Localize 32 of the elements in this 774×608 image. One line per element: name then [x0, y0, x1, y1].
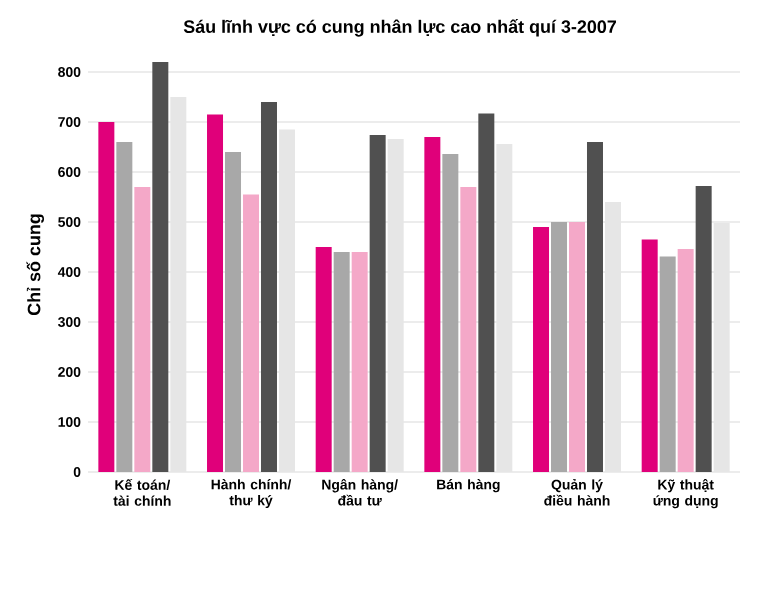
bar: [478, 113, 495, 472]
bar: [116, 142, 133, 472]
bar: [569, 222, 585, 472]
bar: [315, 247, 332, 472]
bar: [170, 97, 187, 472]
bar: [677, 249, 694, 472]
bar: [604, 202, 621, 472]
bar: [260, 102, 277, 472]
bar: [333, 252, 350, 472]
bar: [243, 194, 259, 472]
bar: [369, 135, 386, 472]
bar: [278, 129, 295, 472]
bar: [134, 187, 151, 472]
bar: [351, 252, 368, 472]
bar: [659, 256, 676, 472]
bar: [424, 137, 441, 472]
bar: [98, 122, 115, 472]
bar: [207, 114, 224, 472]
bar: [713, 223, 730, 472]
bar: [551, 222, 568, 472]
bar: [533, 227, 550, 472]
bar: [695, 186, 712, 472]
chart-title: Sáu lĩnh vực có cung nhân lực cao nhất quí 3-2007: [183, 19, 616, 37]
bar: [586, 142, 603, 472]
bar: [152, 62, 169, 472]
bar: [442, 154, 459, 472]
bar: [387, 139, 404, 472]
bar: [225, 152, 242, 472]
y-axis-title: Chỉ số cung: [26, 214, 45, 316]
bar: [496, 144, 513, 472]
bar: [641, 239, 658, 472]
bar: [460, 187, 477, 472]
